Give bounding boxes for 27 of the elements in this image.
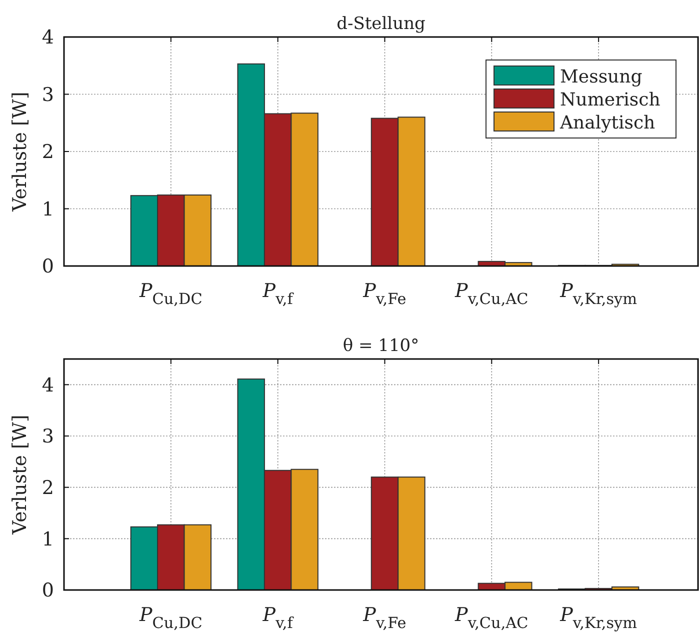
y-tick-label: 4 xyxy=(42,374,54,396)
y-tick-label: 3 xyxy=(42,84,54,106)
chart-title: θ = 110° xyxy=(342,336,420,356)
x-tick-label: P$_{v,f}$ xyxy=(262,280,294,308)
x-tick-label: P$_{v,f}$ xyxy=(262,604,294,632)
x-tick-label: P$_{v,Kr,sym}$ xyxy=(559,604,638,632)
y-tick-label: 0 xyxy=(42,256,54,278)
y-tick-label: 4 xyxy=(42,26,54,49)
legend-label: Messung xyxy=(560,66,642,88)
y-tick-label: 1 xyxy=(42,198,54,220)
x-tick-label: P$_{v,Fe}$ xyxy=(362,604,406,632)
x-tick-label: P$_{Cu,DC}$ xyxy=(138,280,202,308)
y-axis-title: Verluste [W] xyxy=(9,92,31,212)
x-tick-label: P$_{Cu,DC}$ xyxy=(138,604,202,632)
x-tick-label: P$_{v,Kr,sym}$ xyxy=(559,280,638,308)
y-axis-title: Verluste [W] xyxy=(9,414,31,536)
y-tick-label: 3 xyxy=(42,426,54,448)
x-tick-label: P$_{v,Cu,AC}$ xyxy=(454,280,528,308)
y-tick-label: 2 xyxy=(42,476,54,499)
y-tick-label: 0 xyxy=(42,580,54,602)
y-tick-label: 2 xyxy=(42,141,54,164)
chart-title: d-Stellung xyxy=(336,14,426,34)
x-tick-label: P$_{v,Fe}$ xyxy=(362,280,406,308)
x-tick-label: P$_{v,Cu,AC}$ xyxy=(454,604,528,632)
legend-label: Numerisch xyxy=(560,89,661,110)
y-tick-label: 1 xyxy=(42,528,54,550)
legend-label: Analytisch xyxy=(559,112,656,134)
